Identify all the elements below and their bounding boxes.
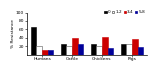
Bar bbox=[91, 44, 96, 55]
Bar bbox=[72, 38, 78, 55]
Bar bbox=[48, 50, 53, 55]
Bar bbox=[132, 39, 138, 55]
Y-axis label: % Resistance: % Resistance bbox=[11, 19, 15, 48]
Legend: 0, 1-2, 3-4, 5-8: 0, 1-2, 3-4, 5-8 bbox=[103, 10, 146, 15]
Bar bbox=[61, 44, 66, 55]
Bar bbox=[31, 27, 36, 55]
Bar bbox=[78, 44, 83, 55]
Bar bbox=[126, 44, 132, 55]
Bar bbox=[138, 47, 143, 55]
Bar bbox=[108, 48, 113, 55]
Bar bbox=[36, 46, 42, 55]
Bar bbox=[42, 50, 48, 55]
Bar bbox=[102, 37, 108, 55]
Bar bbox=[121, 44, 126, 55]
Bar bbox=[96, 46, 102, 55]
Bar bbox=[66, 46, 72, 55]
